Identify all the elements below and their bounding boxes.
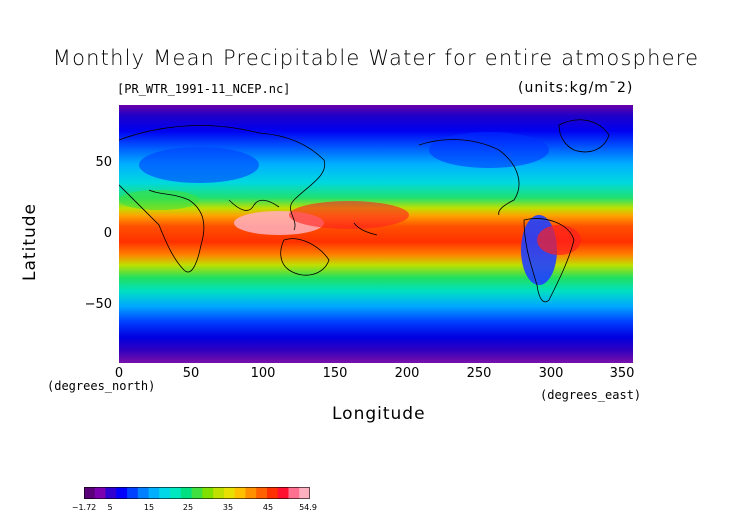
pacific-itcz [289, 201, 409, 229]
y-axis-label: Latitude [20, 203, 40, 281]
colorbar-label: 35 [222, 503, 234, 512]
north-america-dry [429, 132, 549, 168]
colorbar-swatch [159, 487, 171, 499]
y-tick-label: 0 [103, 226, 112, 241]
colorbar-label: 15 [143, 503, 155, 512]
x-coordinate-units: (degrees_east) [540, 388, 642, 402]
colorbar-swatch [266, 487, 279, 499]
y-tick-label: 50 [95, 155, 112, 170]
colorbar-swatch [127, 487, 139, 499]
colorbar-swatch [105, 487, 117, 499]
precipitable-water-map [119, 105, 633, 363]
dataset-filename: [PR_WTR_1991-11_NCEP.nc] [117, 82, 291, 96]
colorbar-swatch [191, 487, 203, 499]
plot-title: Monthly Mean Precipitable Water for enti… [52, 46, 700, 70]
colorbar-swatch [256, 487, 268, 499]
x-tick-label: 300 [538, 366, 564, 381]
x-axis-label: Longitude [332, 404, 426, 424]
colorbar-label: 45 [262, 503, 274, 512]
colorbar-swatch [288, 487, 300, 499]
central-asia-dry [139, 147, 259, 183]
colorbar-swatch [245, 487, 257, 499]
colorbar-swatch [170, 487, 182, 499]
colorbar-border [84, 487, 310, 499]
colorbar-swatch [116, 487, 128, 499]
x-tick-label: 100 [250, 366, 276, 381]
colorbar-swatch [234, 487, 246, 499]
x-tick-label: 250 [466, 366, 492, 381]
colorbar-swatch [137, 487, 150, 499]
colorbar-swatch [202, 487, 214, 499]
x-tick-label: 50 [182, 366, 200, 381]
colorbar-swatch [94, 487, 107, 499]
x-tick-label: 0 [114, 366, 124, 381]
y-tick-label: −50 [84, 297, 112, 312]
x-tick-label: 150 [322, 366, 348, 381]
colorbar-swatch [180, 487, 193, 499]
colorbar-swatch [213, 487, 225, 499]
colorbar-swatch [299, 487, 310, 499]
colorbar-swatch [277, 487, 289, 499]
units-label: (units:kg/m¯2) [518, 80, 634, 96]
colorbar-label: 5 [107, 503, 113, 512]
colorbar-label: −1.72 [71, 503, 97, 512]
y-coordinate-units: (degrees_north) [47, 379, 156, 393]
colorbar-swatch [84, 487, 96, 499]
colorbar-label: 54.9 [299, 503, 317, 512]
x-tick-label: 350 [609, 366, 635, 381]
colorbar [84, 487, 310, 499]
colorbar-swatch [223, 487, 236, 499]
x-tick-label: 200 [394, 366, 420, 381]
colorbar-swatch [148, 487, 160, 499]
coastlines [119, 119, 610, 303]
colorbar-label: 25 [182, 503, 194, 512]
